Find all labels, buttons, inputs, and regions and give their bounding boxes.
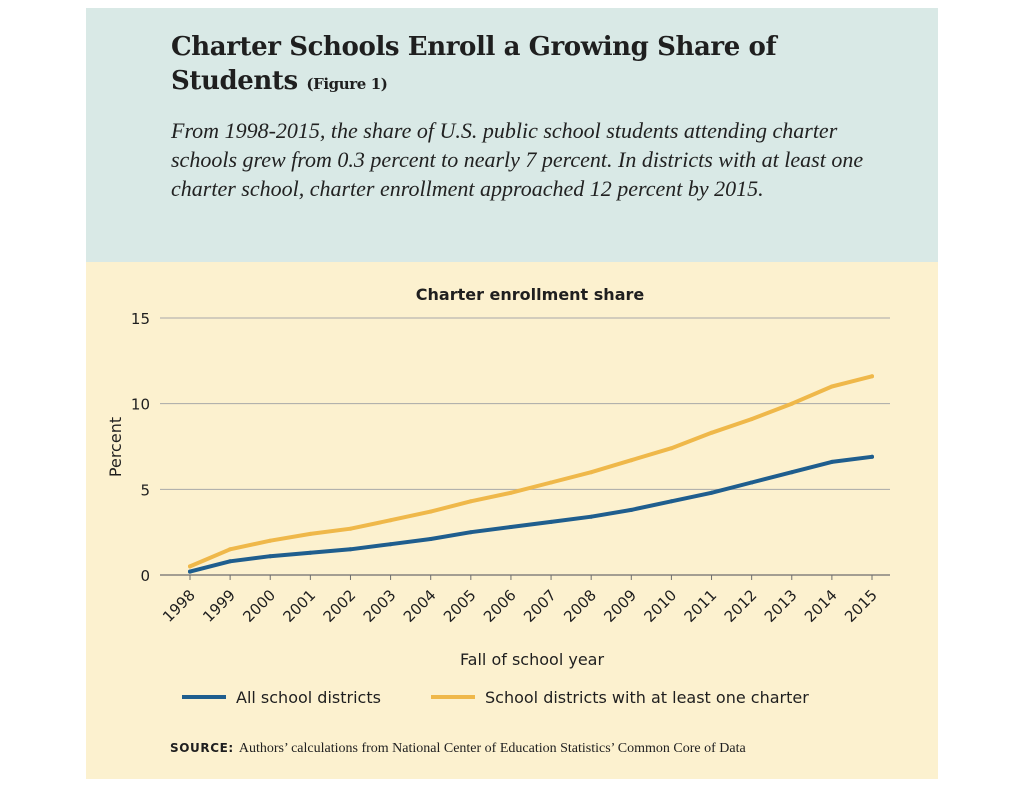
legend: All school districts School districts wi… [182,688,809,707]
chart-panel [86,262,938,779]
y-grid [160,317,890,490]
data-point-s0-1998 [188,569,192,574]
data-point-s0-2001 [308,550,313,555]
x-tick-label-1998: 1998 [159,586,199,626]
figure-subtitle: From 1998-2015, the share of U.S. public… [171,118,864,201]
source-text: Authors’ calculations from National Cent… [239,741,747,756]
data-point-s1-2001 [308,531,313,536]
x-tick-label-2007: 2007 [520,586,560,626]
source-note: SOURCE: Authors’ calculations from Nation… [170,741,746,756]
data-point-s0-2014 [829,459,834,464]
data-point-s0-2002 [348,547,353,552]
data-point-s0-2010 [669,499,674,504]
x-tick-label-2011: 2011 [681,586,721,626]
x-tick-label-1999: 1999 [199,586,239,626]
data-point-s1-2008 [589,470,594,475]
figure-number-label: (Figure 1) [306,75,388,93]
x-tick-label-2010: 2010 [641,586,681,626]
data-point-s1-2005 [468,499,473,504]
data-point-s1-2015 [870,374,874,379]
x-tick-label-2009: 2009 [600,586,640,626]
figure-title-text: Charter Schools Enroll a Growing Share o… [171,32,777,96]
data-point-s1-2000 [268,538,273,543]
chart-title: Charter enrollment share [416,285,645,304]
data-point-s0-2006 [508,525,513,529]
data-point-s1-2003 [388,518,393,523]
data-point-s1-2011 [709,430,714,435]
data-point-s0-2009 [629,507,634,512]
x-tick-label-2003: 2003 [360,586,400,626]
x-tick-label-2001: 2001 [279,586,319,626]
data-point-s0-2008 [589,514,594,519]
x-tick-label-2014: 2014 [801,586,841,626]
y-tick-label-5: 5 [140,481,150,499]
source-label: SOURCE: [170,741,234,755]
data-point-s1-2012 [749,417,754,422]
data-point-s1-1998 [188,564,192,569]
data-point-s1-2009 [629,458,634,463]
figure-header: Charter Schools Enroll a Growing Share o… [86,8,938,262]
x-tick-label-2012: 2012 [721,586,761,626]
series-line-1 [188,374,874,569]
x-axis-label: Fall of school year [460,650,605,669]
legend-label-all-districts: All school districts [236,688,381,707]
data-point-s1-2010 [669,446,674,451]
x-tick-label-2015: 2015 [841,586,881,626]
data-point-s0-2005 [468,530,473,535]
x-tick-label-2006: 2006 [480,586,520,626]
x-tick-label-2005: 2005 [440,586,480,626]
series-line-0 [188,454,874,574]
data-point-s0-2013 [789,470,794,475]
data-point-s1-2007 [549,480,554,485]
data-point-s1-2013 [789,401,794,406]
x-tick-label-2000: 2000 [239,586,279,626]
data-point-s0-2007 [549,519,554,524]
x-axis [160,574,890,580]
data-point-s1-2014 [829,384,834,389]
x-tick-label-2008: 2008 [560,586,600,626]
y-tick-labels: 0 5 10 15 [131,310,150,585]
y-tick-label-10: 10 [131,396,150,414]
x-tick-label-2002: 2002 [320,586,360,626]
y-tick-label-0: 0 [140,567,150,585]
data-point-s0-2015 [870,454,874,459]
y-axis-label: Percent [106,417,125,477]
series-lines [188,374,874,574]
data-point-s0-2012 [749,480,754,485]
figure-card: Charter Schools Enroll a Growing Share o… [86,8,938,779]
data-point-s0-2011 [709,490,714,495]
data-point-s0-2000 [268,554,273,559]
data-point-s1-2004 [428,509,433,514]
x-tick-label-2013: 2013 [761,586,801,626]
data-point-s1-2002 [348,526,353,531]
data-point-s0-2003 [388,542,393,547]
data-point-s0-1999 [228,559,233,564]
x-tick-labels: 1998 1999 2000 2001 2002 2003 2004 2005 2006 2007… [159,586,881,626]
legend-label-charter-districts: School districts with at least one chart… [485,688,809,707]
data-point-s0-2004 [428,537,433,541]
figure-title: Charter Schools Enroll a Growing Share o… [171,30,811,101]
x-tick-label-2004: 2004 [400,586,440,626]
y-tick-label-15: 15 [131,310,150,328]
data-point-s1-1999 [228,547,233,552]
data-point-s1-2006 [508,490,513,495]
